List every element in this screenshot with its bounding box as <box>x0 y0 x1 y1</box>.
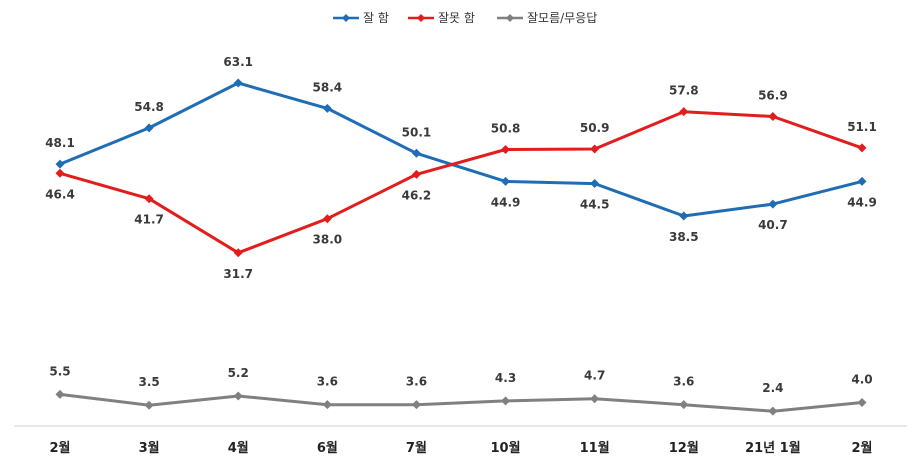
data-point-approve <box>411 148 421 158</box>
series-lines <box>59 81 863 413</box>
legend-label-unknown: 잘모름/무응답 <box>527 11 597 25</box>
x-tick-label: 2월 <box>49 440 70 456</box>
data-point-disapprove <box>55 168 65 178</box>
data-point-approve <box>233 78 243 88</box>
data-label-disapprove: 56.9 <box>758 89 788 103</box>
data-point-unknown <box>233 391 243 401</box>
data-label-disapprove: 50.9 <box>580 121 610 135</box>
data-point-approve <box>322 103 332 113</box>
data-label-unknown: 3.5 <box>138 375 159 389</box>
data-point-disapprove <box>679 107 689 117</box>
data-label-unknown: 4.7 <box>584 369 605 383</box>
data-label-disapprove: 46.4 <box>45 187 75 201</box>
data-point-disapprove <box>501 145 511 154</box>
data-label-disapprove: 50.8 <box>491 122 521 136</box>
data-label-disapprove: 51.1 <box>847 120 877 134</box>
data-label-unknown: 5.5 <box>49 364 70 378</box>
data-label-unknown: 3.6 <box>673 375 694 389</box>
data-label-approve: 50.1 <box>402 125 432 139</box>
data-point-approve <box>857 176 867 186</box>
data-label-unknown: 4.0 <box>851 373 872 387</box>
x-tick-label: 3월 <box>139 440 160 456</box>
data-labels: 48.1 54.8 63.1 58.4 50.1 44.9 44.5 38.5 40.7 44.9… <box>45 55 877 395</box>
x-tick-labels: 2월 3월 4월 6월 7월 10월 11월 12월 21년 1월 2월 <box>49 440 872 456</box>
data-point-approve <box>590 179 600 189</box>
data-label-approve: 38.5 <box>669 230 699 244</box>
x-tick-label: 7월 <box>406 440 427 456</box>
x-tick-label: 21년 1월 <box>745 440 801 456</box>
data-point-approve <box>144 123 154 133</box>
x-tick-label: 4월 <box>228 440 249 456</box>
data-point-approve <box>679 211 689 221</box>
data-point-unknown <box>679 400 689 410</box>
x-tick-label: 11월 <box>580 440 610 456</box>
data-label-approve: 58.4 <box>313 80 343 94</box>
data-label-unknown: 4.3 <box>495 371 516 385</box>
data-label-approve: 44.9 <box>847 195 877 209</box>
data-label-disapprove: 38.0 <box>313 233 343 247</box>
data-label-unknown: 5.2 <box>228 366 249 380</box>
series-markers <box>55 78 867 416</box>
data-label-approve: 40.7 <box>758 218 788 232</box>
data-label-unknown: 2.4 <box>762 381 783 395</box>
data-point-unknown <box>501 396 511 406</box>
data-label-unknown: 3.6 <box>406 375 427 389</box>
data-point-disapprove <box>233 248 243 258</box>
data-point-approve <box>501 176 511 186</box>
data-point-disapprove <box>857 143 867 153</box>
data-point-disapprove <box>590 144 600 154</box>
data-point-unknown <box>857 398 867 408</box>
legend-label-disapprove: 잘못 함 <box>438 11 475 25</box>
data-label-disapprove: 41.7 <box>134 213 164 227</box>
series-line-disapprove <box>59 110 863 255</box>
legend-marker-approve <box>342 14 350 22</box>
data-label-approve: 48.1 <box>45 136 75 150</box>
data-point-approve <box>768 199 778 209</box>
data-label-disapprove: 57.8 <box>669 84 699 98</box>
x-tick-label: 12월 <box>669 440 699 456</box>
data-label-approve: 54.8 <box>134 100 164 114</box>
data-point-disapprove <box>322 214 332 224</box>
x-tick-label: 6월 <box>317 440 338 456</box>
data-point-approve <box>55 159 65 169</box>
data-point-disapprove <box>411 169 421 179</box>
x-tick-label: 2월 <box>851 440 872 456</box>
data-point-unknown <box>144 400 154 410</box>
series-line-unknown <box>59 392 863 413</box>
data-point-unknown <box>768 406 778 416</box>
data-label-disapprove: 31.7 <box>223 267 253 281</box>
data-label-approve: 44.9 <box>491 195 521 209</box>
data-label-approve: 63.1 <box>223 55 253 69</box>
legend-marker-unknown <box>506 14 514 22</box>
legend-marker-disapprove <box>417 14 425 22</box>
data-point-disapprove <box>768 112 778 122</box>
data-label-disapprove: 46.2 <box>402 188 432 202</box>
data-point-unknown <box>322 400 332 410</box>
data-label-unknown: 3.6 <box>317 375 338 389</box>
data-point-disapprove <box>144 194 154 204</box>
x-tick-label: 10월 <box>491 440 521 456</box>
data-point-unknown <box>411 400 421 410</box>
legend: 잘 함 잘못 함 잘모름/무응답 <box>333 11 597 25</box>
data-label-approve: 44.5 <box>580 198 610 212</box>
data-point-unknown <box>55 389 65 399</box>
legend-label-approve: 잘 함 <box>363 11 389 25</box>
series-line-approve <box>59 81 863 218</box>
data-point-unknown <box>590 394 600 404</box>
